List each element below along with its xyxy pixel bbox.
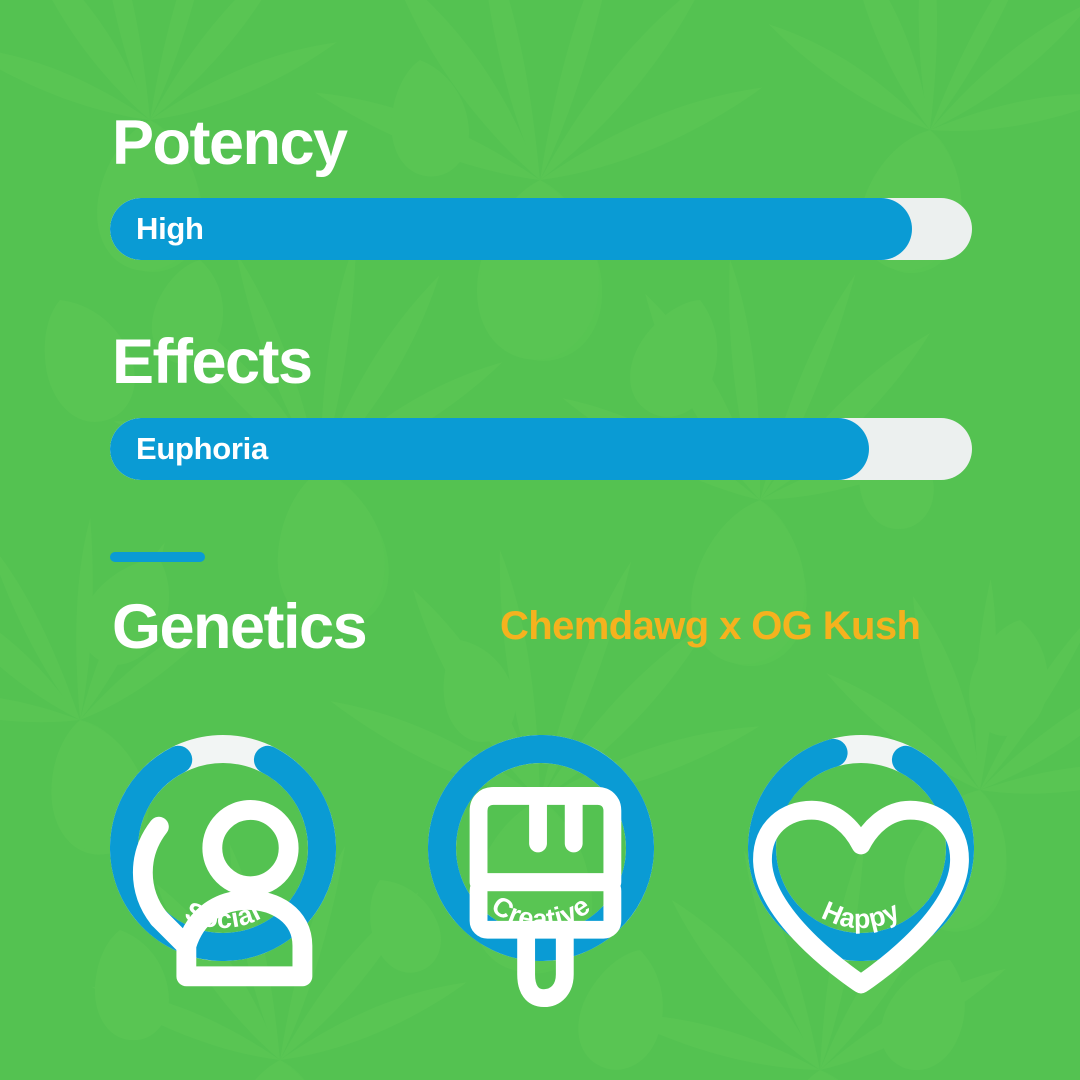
genetics-heading: Genetics [112,592,368,662]
attribute-ring-creative[interactable]: Creative [428,735,654,1008]
svg-text:Happy: Happy [818,895,904,934]
svg-text:Social: Social [181,896,265,934]
section-divider [110,552,205,562]
effects-progress-fill: Euphoria [110,418,869,480]
attribute-ring-happy[interactable]: Happy [748,735,974,994]
genetics-value: Chemdawg x OG Kush [500,604,921,648]
effects-heading: Effects [112,327,313,397]
effects-progress-track[interactable]: Euphoria [110,418,972,480]
attribute-ring-social[interactable]: Social [110,735,336,987]
potency-value-label: High [136,211,204,246]
potency-heading: Potency [112,108,348,178]
effects-value-label: Euphoria [136,431,268,466]
potency-progress-fill: High [110,198,912,260]
potency-progress-track[interactable]: High [110,198,972,260]
